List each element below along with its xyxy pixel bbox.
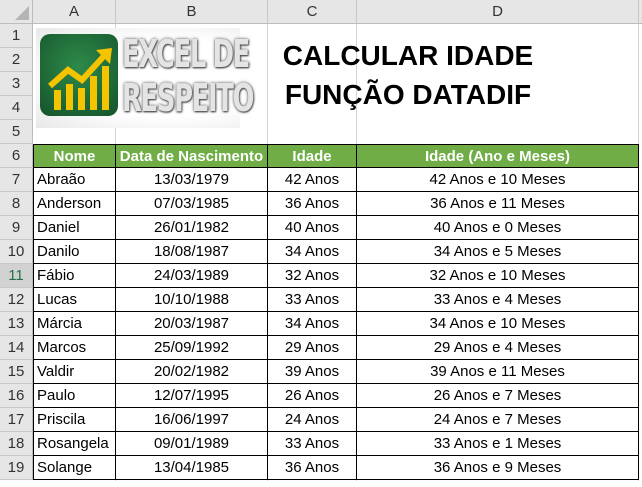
row-header-17[interactable]: 17 [0, 408, 33, 432]
table-cell[interactable]: 26 Anos e 7 Meses [357, 384, 639, 408]
table-cell[interactable]: 26 Anos [268, 384, 357, 408]
table-cell[interactable]: 39 Anos [268, 360, 357, 384]
table-cell[interactable]: 33 Anos [268, 288, 357, 312]
table-cell[interactable]: 07/03/1985 [116, 192, 268, 216]
table-cell[interactable]: Abraão [33, 168, 116, 192]
table-cell[interactable]: 34 Anos e 5 Meses [357, 240, 639, 264]
row-header-15[interactable]: 15 [0, 360, 33, 384]
table-cell[interactable]: 39 Anos e 11 Meses [357, 360, 639, 384]
row-header-3[interactable]: 3 [0, 72, 33, 96]
excel-de-respeito-logo: EXCEL DE RESPEITO [36, 28, 254, 128]
column-header-C[interactable]: C [268, 0, 357, 24]
table-cell[interactable]: Paulo [33, 384, 116, 408]
row-header-8[interactable]: 8 [0, 192, 33, 216]
logo-text: EXCEL DE RESPEITO [122, 32, 254, 120]
table-cell[interactable]: 32 Anos [268, 264, 357, 288]
row-header-13[interactable]: 13 [0, 312, 33, 336]
chart-arrow-icon [40, 34, 118, 116]
table-cell[interactable]: 29 Anos [268, 336, 357, 360]
column-header-B[interactable]: B [116, 0, 268, 24]
table-cell[interactable]: 20/02/1982 [116, 360, 268, 384]
title-line-1: CALCULAR IDADE [282, 40, 534, 71]
table-cell[interactable]: 36 Anos e 11 Meses [357, 192, 639, 216]
table-cell[interactable]: 16/06/1997 [116, 408, 268, 432]
table-cell[interactable]: 42 Anos [268, 168, 357, 192]
table-cell[interactable]: 34 Anos [268, 240, 357, 264]
row-header-18[interactable]: 18 [0, 432, 33, 456]
row-header-4[interactable]: 4 [0, 96, 33, 120]
table-cell[interactable]: Anderson [33, 192, 116, 216]
table-cell[interactable]: 33 Anos e 1 Meses [357, 432, 639, 456]
row-header-12[interactable]: 12 [0, 288, 33, 312]
table-cell[interactable]: 18/08/1987 [116, 240, 268, 264]
column-header-D[interactable]: D [357, 0, 639, 24]
table-cell[interactable]: 12/07/1995 [116, 384, 268, 408]
title-line-2: FUNÇÃO DATADIF [284, 79, 532, 110]
table-cell[interactable]: 29 Anos e 4 Meses [357, 336, 639, 360]
row-header-19[interactable]: 19 [0, 456, 33, 480]
row-header-11[interactable]: 11 [0, 264, 33, 288]
table-cell[interactable]: Rosangela [33, 432, 116, 456]
row-header-16[interactable]: 16 [0, 384, 33, 408]
table-cell[interactable]: 25/09/1992 [116, 336, 268, 360]
table-cell[interactable]: 34 Anos e 10 Meses [357, 312, 639, 336]
table-cell[interactable]: Márcia [33, 312, 116, 336]
table-cell[interactable]: 33 Anos e 4 Meses [357, 288, 639, 312]
table-cell[interactable]: 09/01/1989 [116, 432, 268, 456]
table-cell[interactable]: 42 Anos e 10 Meses [357, 168, 639, 192]
table-cell[interactable]: Solange [33, 456, 116, 480]
table-cell[interactable]: Fábio [33, 264, 116, 288]
table-cell[interactable]: 40 Anos e 0 Meses [357, 216, 639, 240]
row-header-5[interactable]: 5 [0, 120, 33, 144]
column-header-E[interactable] [639, 0, 642, 24]
table-cell[interactable]: Daniel [33, 216, 116, 240]
table-cell[interactable]: Priscila [33, 408, 116, 432]
table-cell[interactable]: Lucas [33, 288, 116, 312]
table-cell[interactable]: 13/04/1985 [116, 456, 268, 480]
table-cell[interactable]: 33 Anos [268, 432, 357, 456]
row-header-9[interactable]: 9 [0, 216, 33, 240]
table-cell[interactable]: 24/03/1989 [116, 264, 268, 288]
row-header-10[interactable]: 10 [0, 240, 33, 264]
table-cell[interactable]: Danilo [33, 240, 116, 264]
table-cell[interactable]: 20/03/1987 [116, 312, 268, 336]
row-header-14[interactable]: 14 [0, 336, 33, 360]
row-header-7[interactable]: 7 [0, 168, 33, 192]
table-cell[interactable]: 32 Anos e 10 Meses [357, 264, 639, 288]
table-cell[interactable]: Marcos [33, 336, 116, 360]
table-cell[interactable]: Valdir [33, 360, 116, 384]
table-cell[interactable]: 24 Anos e 7 Meses [357, 408, 639, 432]
select-all-button[interactable] [0, 0, 33, 24]
table-header-cell[interactable]: Idade (Ano e Meses) [357, 144, 639, 168]
table-cell[interactable]: 36 Anos [268, 192, 357, 216]
table-cell[interactable]: 10/10/1988 [116, 288, 268, 312]
table-header-cell[interactable]: Nome [33, 144, 116, 168]
column-header-A[interactable]: A [33, 0, 116, 24]
row-header-6[interactable]: 6 [0, 144, 33, 168]
table-cell[interactable]: 34 Anos [268, 312, 357, 336]
row-header-2[interactable]: 2 [0, 48, 33, 72]
table-cell[interactable]: 36 Anos e 9 Meses [357, 456, 639, 480]
table-cell[interactable]: 40 Anos [268, 216, 357, 240]
table-header-cell[interactable]: Data de Nascimento [116, 144, 268, 168]
table-header-cell[interactable]: Idade [268, 144, 357, 168]
table-cell[interactable]: 13/03/1979 [116, 168, 268, 192]
table-cell[interactable]: 36 Anos [268, 456, 357, 480]
row-header-1[interactable]: 1 [0, 24, 33, 48]
table-cell[interactable]: 24 Anos [268, 408, 357, 432]
table-cell[interactable]: 26/01/1982 [116, 216, 268, 240]
